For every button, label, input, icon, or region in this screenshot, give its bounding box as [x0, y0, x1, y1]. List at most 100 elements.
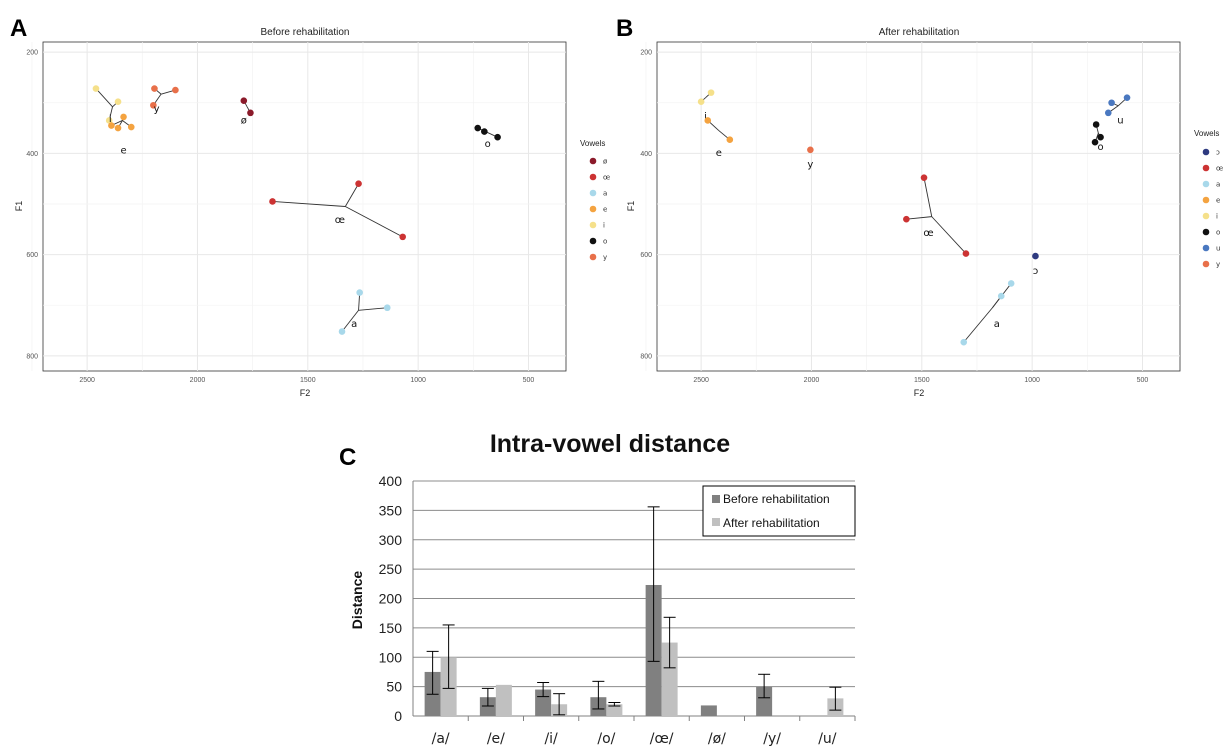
panel-b-y-label: F1	[626, 201, 636, 212]
panel-a-y-tick-label: 200	[26, 50, 38, 57]
panel-c-title: Intra-vowel distance	[490, 430, 730, 458]
panel-c-x-tick-label: /e/	[487, 731, 505, 747]
panel-c-y-tick-label: 400	[379, 473, 403, 489]
panel-c-y-label: Distance	[349, 571, 365, 630]
panel-b-x-tick-label: 1000	[1024, 377, 1040, 384]
panel-a-point-y	[150, 101, 157, 109]
panel-b-point-e	[704, 117, 712, 124]
panel-a-x-tick-label: 2000	[190, 377, 206, 384]
panel-c-x-tick-label: /œ/	[650, 731, 674, 747]
panel-a-segment-a	[341, 309, 359, 332]
panel-b-legend-label-u: u	[1216, 245, 1220, 253]
panel-a-x-tick-label: 1500	[300, 377, 316, 384]
panel-a-point-oslash	[240, 97, 248, 105]
panel-c-x-tick-label: /i/	[544, 731, 558, 747]
panel-a-plot-area	[42, 41, 567, 372]
panel-a-point-oe	[355, 180, 362, 188]
panel-b-x-tick-label: 2000	[804, 377, 820, 384]
panel-letter-b: B	[616, 15, 633, 42]
panel-a-legend-label-i: i	[603, 222, 605, 230]
panel-a-point-oe	[399, 233, 407, 241]
panel-b-point-o	[1092, 121, 1100, 128]
panel-b-point-oe	[962, 250, 970, 257]
panel-a-legend-key-e	[589, 205, 597, 213]
panel-b-vowel-label-a: a	[994, 319, 1000, 330]
panel-a-segment-oe	[345, 206, 403, 238]
panel-a-segment-oe	[272, 200, 346, 207]
panel-a-point-a	[383, 304, 391, 312]
panel-c-x-tick-label: /a/	[432, 731, 450, 747]
panel-b-legend-label-oe: œ	[1216, 165, 1223, 173]
panel-b-x-label: F2	[914, 388, 925, 398]
panel-a-legend-label-y: y	[603, 254, 607, 262]
panel-b-segment-oe	[931, 216, 967, 254]
panel-a-segment-a	[358, 307, 388, 311]
panel-a-vowel-label-o: o	[485, 139, 491, 150]
panel-a-point-i	[105, 117, 113, 124]
panel-c-x-tick-label: /o/	[597, 731, 615, 747]
panel-b-vowel-label-o: o	[1097, 142, 1103, 153]
panel-c-bar-after	[495, 684, 512, 716]
panel-c-bar-before	[700, 705, 717, 716]
panel-b-legend-key-y	[1202, 260, 1210, 268]
panel-a-point-i	[92, 85, 100, 92]
panel-c-y-tick-label: 50	[386, 679, 402, 695]
legend-label-after: After rehabilitation	[723, 516, 820, 530]
panel-b-x-tick-label: 2500	[693, 377, 709, 384]
panel-b-segment-oe	[923, 177, 933, 217]
panel-b-point-a	[997, 292, 1005, 300]
panel-a-point-oe	[269, 198, 276, 205]
panel-a-y-label: F1	[14, 201, 24, 212]
panel-a-x-tick-label: 1000	[410, 377, 426, 384]
panel-c-legend: Before rehabilitation After rehabilitati…	[702, 485, 856, 537]
panel-c-bar-before	[479, 697, 496, 716]
panel-c-y-tick-label: 150	[379, 620, 403, 636]
panel-b-point-a	[1007, 280, 1015, 287]
panel-b-vowel-label-y: y	[807, 159, 813, 170]
panel-b-segment-oe	[906, 216, 932, 220]
panel-a-point-a	[356, 289, 363, 296]
panel-b-legend-label-i: i	[1216, 213, 1218, 221]
panel-c-y-tick-label: 100	[379, 649, 403, 665]
panel-c-x-tick-label: /ø/	[708, 731, 726, 747]
legend-label-before: Before rehabilitation	[723, 492, 830, 506]
panel-b-legend-title: Vowels	[1194, 129, 1219, 138]
panel-a-title: Before rehabilitation	[261, 27, 350, 38]
panel-b-vowel-label-i: i	[704, 111, 707, 122]
panel-b-point-open-o	[1032, 252, 1039, 260]
panel-a-vowel-label-y: y	[154, 104, 160, 115]
panel-a-x-tick-label: 500	[523, 377, 535, 384]
panel-b-y-tick-label: 800	[640, 353, 652, 360]
panel-a-legend-key-o	[589, 237, 597, 245]
panel-a-legend-label-oslash: ø	[603, 158, 608, 166]
legend-swatch-after	[712, 518, 720, 526]
panel-c-y-tick-label: 200	[379, 591, 403, 607]
panel-a-vowel-label-e: e	[120, 145, 126, 156]
panel-c-bar-before	[756, 686, 773, 716]
panel-a-segment-i	[95, 88, 113, 108]
panel-b-legend-key-u	[1202, 244, 1210, 252]
panel-b-vowel-space-after: After rehabilitation F2 F1 2500 2000 1500 1…	[626, 27, 1223, 398]
panel-a-point-e	[108, 122, 115, 129]
panel-b-legend-key-oe	[1202, 164, 1210, 172]
panel-b-point-oe	[920, 174, 928, 181]
panel-a-y-tick-label: 600	[26, 252, 38, 259]
panel-a-legend-key-y	[589, 253, 597, 261]
panel-a-legend-key-a	[589, 189, 597, 197]
panel-b-point-u	[1108, 99, 1115, 107]
panel-a-vowel-label-oe: œ	[335, 215, 345, 226]
panel-a-y-tick-label: 800	[26, 353, 38, 360]
panel-c-x-tick-label: /y/	[763, 731, 781, 747]
panel-c-y-tick-label: 0	[394, 708, 402, 724]
panel-b-x-tick-label: 500	[1137, 377, 1149, 384]
panel-b-point-u	[1104, 109, 1112, 117]
panel-a-legend-title: Vowels	[580, 139, 605, 148]
panel-a-point-o	[474, 124, 482, 132]
panel-b-vowel-label-u: u	[1117, 115, 1123, 126]
panel-a-point-e	[120, 113, 127, 121]
panel-a-vowel-label-i: i	[109, 114, 112, 125]
panel-b-vowel-label-open-o: ɔ	[1033, 266, 1039, 277]
panel-b-y-tick-label: 400	[640, 151, 652, 158]
